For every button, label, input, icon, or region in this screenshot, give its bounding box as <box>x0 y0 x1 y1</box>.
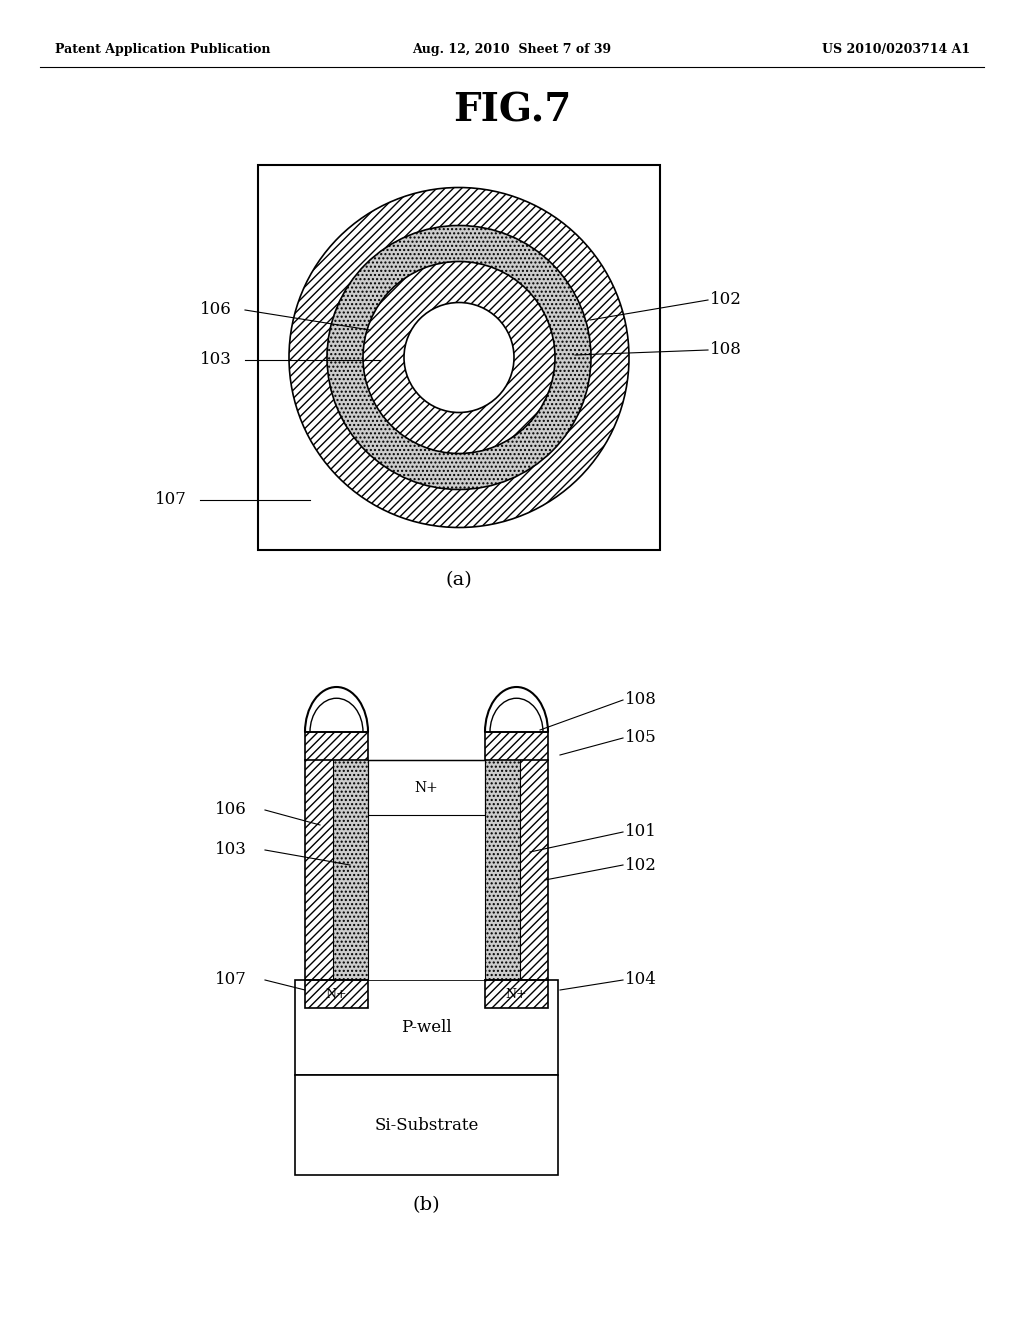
Text: 104: 104 <box>625 972 656 989</box>
Bar <box>295 979 558 1074</box>
Text: N+: N+ <box>326 987 347 1001</box>
Text: 101: 101 <box>625 824 656 841</box>
Bar <box>305 733 368 760</box>
Text: (a): (a) <box>445 572 472 589</box>
Bar <box>368 760 485 979</box>
Bar <box>485 979 548 1008</box>
Bar <box>520 760 548 979</box>
Bar <box>305 979 368 1008</box>
Text: 107: 107 <box>155 491 186 508</box>
Circle shape <box>327 226 591 490</box>
Text: Aug. 12, 2010  Sheet 7 of 39: Aug. 12, 2010 Sheet 7 of 39 <box>413 44 611 57</box>
Bar <box>485 760 520 979</box>
Text: 105: 105 <box>625 730 656 747</box>
Text: N+: N+ <box>506 987 527 1001</box>
Text: 108: 108 <box>710 342 741 359</box>
Circle shape <box>362 261 555 454</box>
Text: 102: 102 <box>625 857 656 874</box>
Text: US 2010/0203714 A1: US 2010/0203714 A1 <box>822 44 970 57</box>
Text: (b): (b) <box>413 1196 440 1214</box>
Text: 108: 108 <box>625 692 656 709</box>
Text: Patent Application Publication: Patent Application Publication <box>55 44 270 57</box>
Text: P-well: P-well <box>401 1019 452 1036</box>
Bar <box>368 760 485 814</box>
Bar <box>333 760 368 979</box>
Text: 103: 103 <box>200 351 231 368</box>
Circle shape <box>404 302 514 412</box>
Bar <box>258 165 660 550</box>
Circle shape <box>289 187 629 528</box>
Text: 102: 102 <box>710 292 741 309</box>
Text: Si-Substrate: Si-Substrate <box>375 1117 478 1134</box>
Text: FIG.7: FIG.7 <box>453 91 571 129</box>
Text: 106: 106 <box>200 301 231 318</box>
Bar <box>295 1074 558 1175</box>
Text: 107: 107 <box>215 972 247 989</box>
Bar <box>305 760 333 979</box>
Bar <box>485 733 548 760</box>
Text: N+: N+ <box>415 780 438 795</box>
Text: 106: 106 <box>215 801 247 818</box>
Text: 103: 103 <box>215 842 247 858</box>
